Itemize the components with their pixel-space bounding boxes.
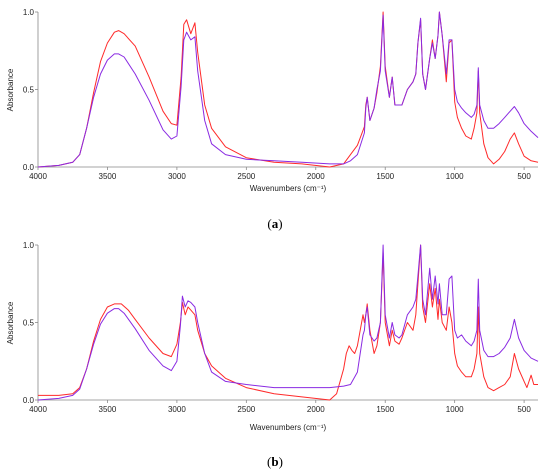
spectrum-line-b-1 — [38, 244, 538, 401]
series-layer-b — [37, 244, 539, 401]
x-tick-label: 2000 — [307, 405, 325, 414]
x-tick-label: 3000 — [168, 405, 186, 414]
x-tick-label: 3500 — [99, 172, 117, 181]
spectrum-line-b-2 — [37, 244, 539, 401]
y-tick-label: 0.5 — [23, 86, 35, 95]
panel-label-a: (a) — [267, 216, 282, 231]
y-tick-label: 0.0 — [23, 396, 35, 405]
y-tick-label: 0.0 — [23, 163, 35, 172]
x-tick-label: 1500 — [376, 172, 394, 181]
x-tick-label: 2500 — [237, 172, 255, 181]
spectrum-line-a-2 — [37, 11, 539, 168]
x-tick-label: 2000 — [307, 172, 325, 181]
y-tick-label: 1.0 — [23, 8, 35, 17]
spectrum-line-a-1 — [37, 11, 539, 168]
panel-label-b: (b) — [267, 454, 283, 469]
x-tick-label: 500 — [517, 172, 531, 181]
x-tick-label: 2500 — [237, 405, 255, 414]
x-tick-label: 4000 — [29, 172, 47, 181]
y-ticks-b: 0.0 0.5 1.0 — [23, 241, 38, 405]
x-tick-label: 1000 — [446, 172, 464, 181]
panel-label-a-letter: a — [272, 216, 279, 231]
series-layer-a — [37, 11, 539, 168]
chart-panel-a: 4000 3500 3000 2500 2000 1500 1000 500 0.0 0.5 1.… — [6, 8, 539, 231]
x-axis-label-a: Wavenumbers (cm⁻¹) — [250, 184, 327, 193]
chart-panel-b: 4000 3500 3000 2500 2000 1500 1000 500 0.0 0.5 1.… — [6, 241, 539, 469]
x-ticks-a: 4000 3500 3000 2500 2000 1500 1000 500 — [29, 167, 531, 181]
x-axis-label-b: Wavenumbers (cm⁻¹) — [250, 423, 327, 432]
x-tick-label: 3500 — [99, 405, 117, 414]
y-axis-label-b: Absorbance — [6, 301, 15, 344]
y-ticks-a: 0.0 0.5 1.0 — [23, 8, 38, 172]
y-tick-label: 1.0 — [23, 241, 35, 250]
x-tick-label: 4000 — [29, 405, 47, 414]
x-tick-label: 500 — [517, 405, 531, 414]
x-ticks-b: 4000 3500 3000 2500 2000 1500 1000 500 — [29, 400, 531, 414]
y-axis-label-a: Absorbance — [6, 68, 15, 111]
x-tick-label: 3000 — [168, 172, 186, 181]
y-tick-label: 0.5 — [23, 319, 35, 328]
x-tick-label: 1500 — [376, 405, 394, 414]
panel-label-b-letter: b — [271, 454, 278, 469]
x-tick-label: 1000 — [446, 405, 464, 414]
